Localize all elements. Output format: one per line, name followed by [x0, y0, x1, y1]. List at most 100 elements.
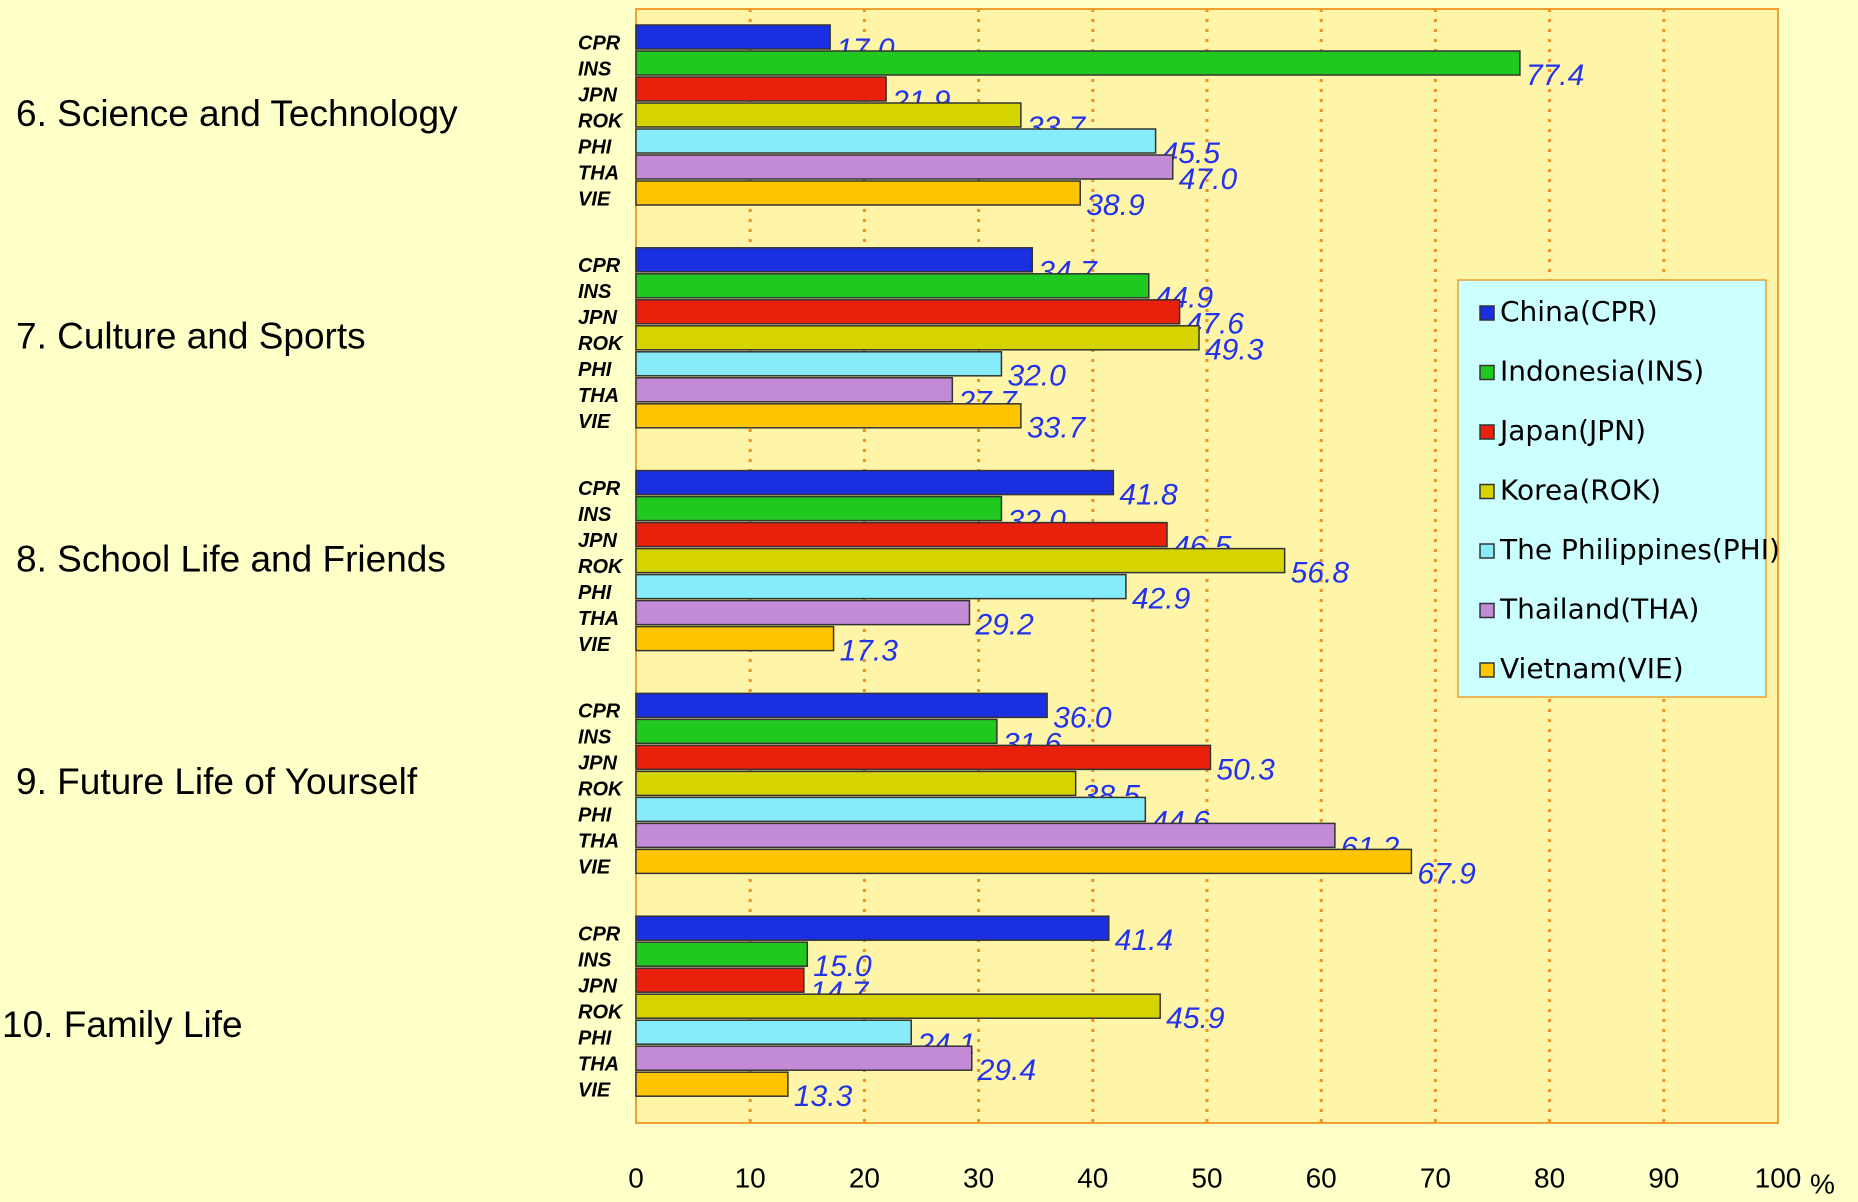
series-code: JPN — [578, 530, 617, 552]
legend-swatch — [1479, 662, 1495, 678]
series-code: ROK — [578, 333, 624, 355]
series-code: VIE — [578, 634, 611, 656]
series-code: JPN — [578, 84, 617, 106]
bar — [635, 993, 1161, 1019]
bar — [635, 573, 1127, 600]
bar — [635, 625, 835, 652]
bar — [635, 1045, 973, 1071]
bar — [635, 744, 1212, 771]
value-label: 17.3 — [840, 635, 899, 668]
series-code: JPN — [578, 975, 617, 997]
series-code: VIE — [578, 411, 611, 433]
bar — [635, 796, 1147, 823]
value-label: 45.9 — [1166, 1002, 1225, 1035]
value-label: 42.9 — [1132, 583, 1191, 616]
series-code: VIE — [578, 188, 611, 210]
bar — [635, 941, 809, 967]
x-tick-label: 50 — [1191, 1162, 1222, 1193]
legend-box — [1457, 279, 1767, 698]
series-code: INS — [578, 281, 612, 303]
bar — [635, 770, 1077, 797]
series-code: CPR — [578, 478, 621, 500]
legend-label: Japan(JPN) — [1498, 414, 1646, 447]
series-code: JPN — [578, 307, 617, 329]
series-code: JPN — [578, 753, 617, 775]
legend-label: China(CPR) — [1500, 295, 1658, 328]
category-label: 6. Science and Technology — [16, 93, 458, 134]
value-label: 41.4 — [1115, 924, 1173, 957]
category-label: 9. Future Life of Yourself — [16, 761, 418, 802]
series-code: INS — [578, 727, 612, 749]
legend-swatch — [1479, 424, 1495, 440]
legend-swatch — [1479, 364, 1495, 381]
series-code: VIE — [578, 1079, 611, 1101]
value-label: 29.4 — [977, 1054, 1036, 1087]
series-code: PHI — [578, 359, 612, 381]
bar — [635, 403, 1022, 429]
bar — [635, 718, 998, 745]
bar — [635, 1019, 912, 1045]
series-code: CPR — [578, 255, 621, 277]
value-label: 13.3 — [794, 1080, 853, 1113]
series-code: THA — [578, 608, 619, 630]
category-label: 10. Family Life — [2, 1004, 243, 1045]
series-code: ROK — [578, 1001, 624, 1023]
series-code: CPR — [578, 923, 621, 945]
series-code: INS — [578, 949, 612, 971]
x-tick-label: 90 — [1648, 1162, 1679, 1193]
value-label: 50.3 — [1216, 753, 1275, 786]
bar — [635, 24, 831, 50]
bar — [635, 599, 971, 626]
category-label: 8. School Life and Friends — [16, 538, 446, 579]
bar — [635, 102, 1022, 128]
bar — [635, 469, 1115, 496]
value-label: 56.8 — [1291, 557, 1350, 590]
value-label: 41.8 — [1119, 479, 1178, 512]
legend-label: Indonesia(INS) — [1500, 355, 1704, 388]
series-code: PHI — [578, 1027, 612, 1049]
series-code: PHI — [578, 805, 612, 827]
x-tick-label: 80 — [1534, 1162, 1565, 1193]
value-label: 36.0 — [1053, 701, 1112, 734]
x-tick-label: 20 — [849, 1162, 880, 1193]
bar — [635, 848, 1413, 875]
bar — [635, 325, 1200, 351]
value-label: 29.2 — [974, 609, 1034, 642]
x-tick-label: 60 — [1306, 1162, 1337, 1193]
legend-label: Vietnam(VIE) — [1500, 652, 1684, 685]
legend-swatch — [1479, 305, 1495, 321]
bar — [635, 547, 1286, 574]
series-code: CPR — [578, 32, 621, 54]
value-label: 38.9 — [1086, 189, 1145, 222]
x-tick-label: 100 — [1755, 1162, 1802, 1193]
bar — [635, 76, 887, 102]
value-label: 49.3 — [1205, 334, 1264, 367]
bar — [635, 915, 1110, 941]
bar — [635, 377, 954, 403]
series-code: ROK — [578, 556, 624, 578]
x-tick-label: 30 — [963, 1162, 994, 1193]
value-label: 32.0 — [1007, 360, 1066, 393]
bar — [635, 247, 1034, 273]
series-code: CPR — [578, 701, 621, 723]
bar — [635, 154, 1174, 180]
bar — [635, 521, 1168, 548]
category-label: 7. Culture and Sports — [16, 316, 366, 357]
bar — [635, 967, 805, 993]
series-code: INS — [578, 58, 612, 80]
legend-swatch — [1479, 483, 1495, 500]
value-label: 15.0 — [813, 950, 872, 983]
legend-swatch — [1479, 602, 1495, 619]
x-tick-label: 10 — [735, 1162, 766, 1193]
x-tick-label: 40 — [1077, 1162, 1108, 1193]
bar — [635, 1071, 789, 1097]
series-code: THA — [578, 385, 619, 407]
x-axis-unit: % — [1810, 1168, 1835, 1199]
bar — [635, 273, 1150, 299]
value-label: 47.0 — [1179, 163, 1238, 196]
legend-swatch — [1479, 543, 1495, 559]
bar — [635, 50, 1521, 76]
series-code: PHI — [578, 582, 612, 604]
series-code: PHI — [578, 136, 612, 158]
